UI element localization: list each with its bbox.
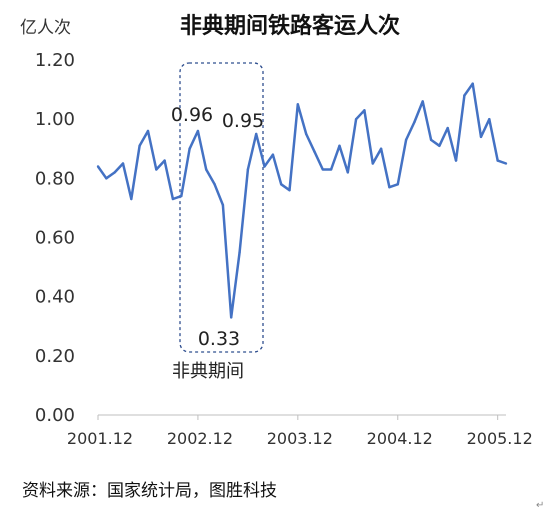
data-point [329,168,333,171]
data-point [238,251,241,254]
data-point [263,165,266,168]
y-tick-label: 1.00 [35,109,75,130]
data-point [188,147,191,150]
data-point [146,129,150,133]
chart-title: 非典期间铁路客运人次 [180,13,400,39]
data-point [371,162,374,165]
data-point [313,150,316,153]
data-point [504,162,508,165]
x-axis: 2001.12 2002.12 2003.12 2004.12 2005.12 [67,414,533,448]
data-point [130,197,133,201]
annotation-trough: 0.33 [198,328,240,350]
y-tick-label: 0.80 [35,168,75,189]
data-point [296,103,300,106]
data-point [346,171,349,174]
data-point [446,126,449,130]
data-point [479,135,483,139]
data-point [121,162,125,165]
data-point [155,168,158,171]
x-tick-label: 2002.12 [167,429,233,448]
source-note: 资料来源：国家统计局，图胜科技 [22,481,277,501]
data-point [354,117,358,121]
data-point [255,132,258,136]
data-point [163,159,166,162]
y-tick-label: 0.20 [35,346,75,367]
data-point [321,168,325,171]
data-point [96,165,100,168]
y-tick-label: 0.60 [35,228,75,249]
data-point [363,109,366,112]
corner-mark: ↵ [536,500,545,511]
data-point [205,168,208,171]
data-point [304,132,308,136]
data-point [488,117,491,121]
x-tick-label: 2001.12 [67,429,133,448]
data-point [338,144,341,147]
data-point [413,120,416,124]
data-point [171,197,175,201]
data-point [279,183,283,186]
data-point [213,183,216,186]
data-point [246,168,250,171]
x-tick-label: 2005.12 [467,429,533,448]
data-point [221,203,225,207]
sars-period-box [179,62,264,353]
data-point [429,138,433,142]
data-point [454,159,458,162]
data-point [138,144,141,147]
data-point [421,100,424,103]
annotation-peak-2: 0.95 [222,110,264,132]
data-point [438,144,441,147]
data-point [388,186,391,189]
y-axis-ticks: 0.00 0.20 0.40 0.60 0.80 1.00 1.20 [35,50,75,426]
series-group [96,82,508,319]
x-tick-label: 2003.12 [267,429,333,448]
data-point [196,129,200,133]
y-tick-label: 1.20 [35,50,75,71]
line-chart: 非典期间铁路客运人次 亿人次 0.00 0.20 0.40 0.60 0.80 1.00 1… [20,13,533,448]
data-point [471,82,474,85]
data-point [180,194,183,198]
data-point [396,183,399,186]
data-point [288,188,291,192]
data-point [463,94,466,97]
data-point [404,138,408,142]
y-tick-label: 0.00 [35,405,75,426]
data-point [113,171,116,174]
x-tick-label: 2004.12 [367,429,433,448]
data-point [379,147,383,150]
sars-period-label: 非典期间 [172,361,244,382]
series-line [96,82,507,319]
y-tick-label: 0.40 [35,287,75,308]
data-point [230,316,233,319]
data-point [271,153,275,156]
y-axis-unit: 亿人次 [20,18,71,38]
annotation-peak-1: 0.96 [171,104,213,126]
data-point [496,159,499,162]
data-point [105,177,108,180]
